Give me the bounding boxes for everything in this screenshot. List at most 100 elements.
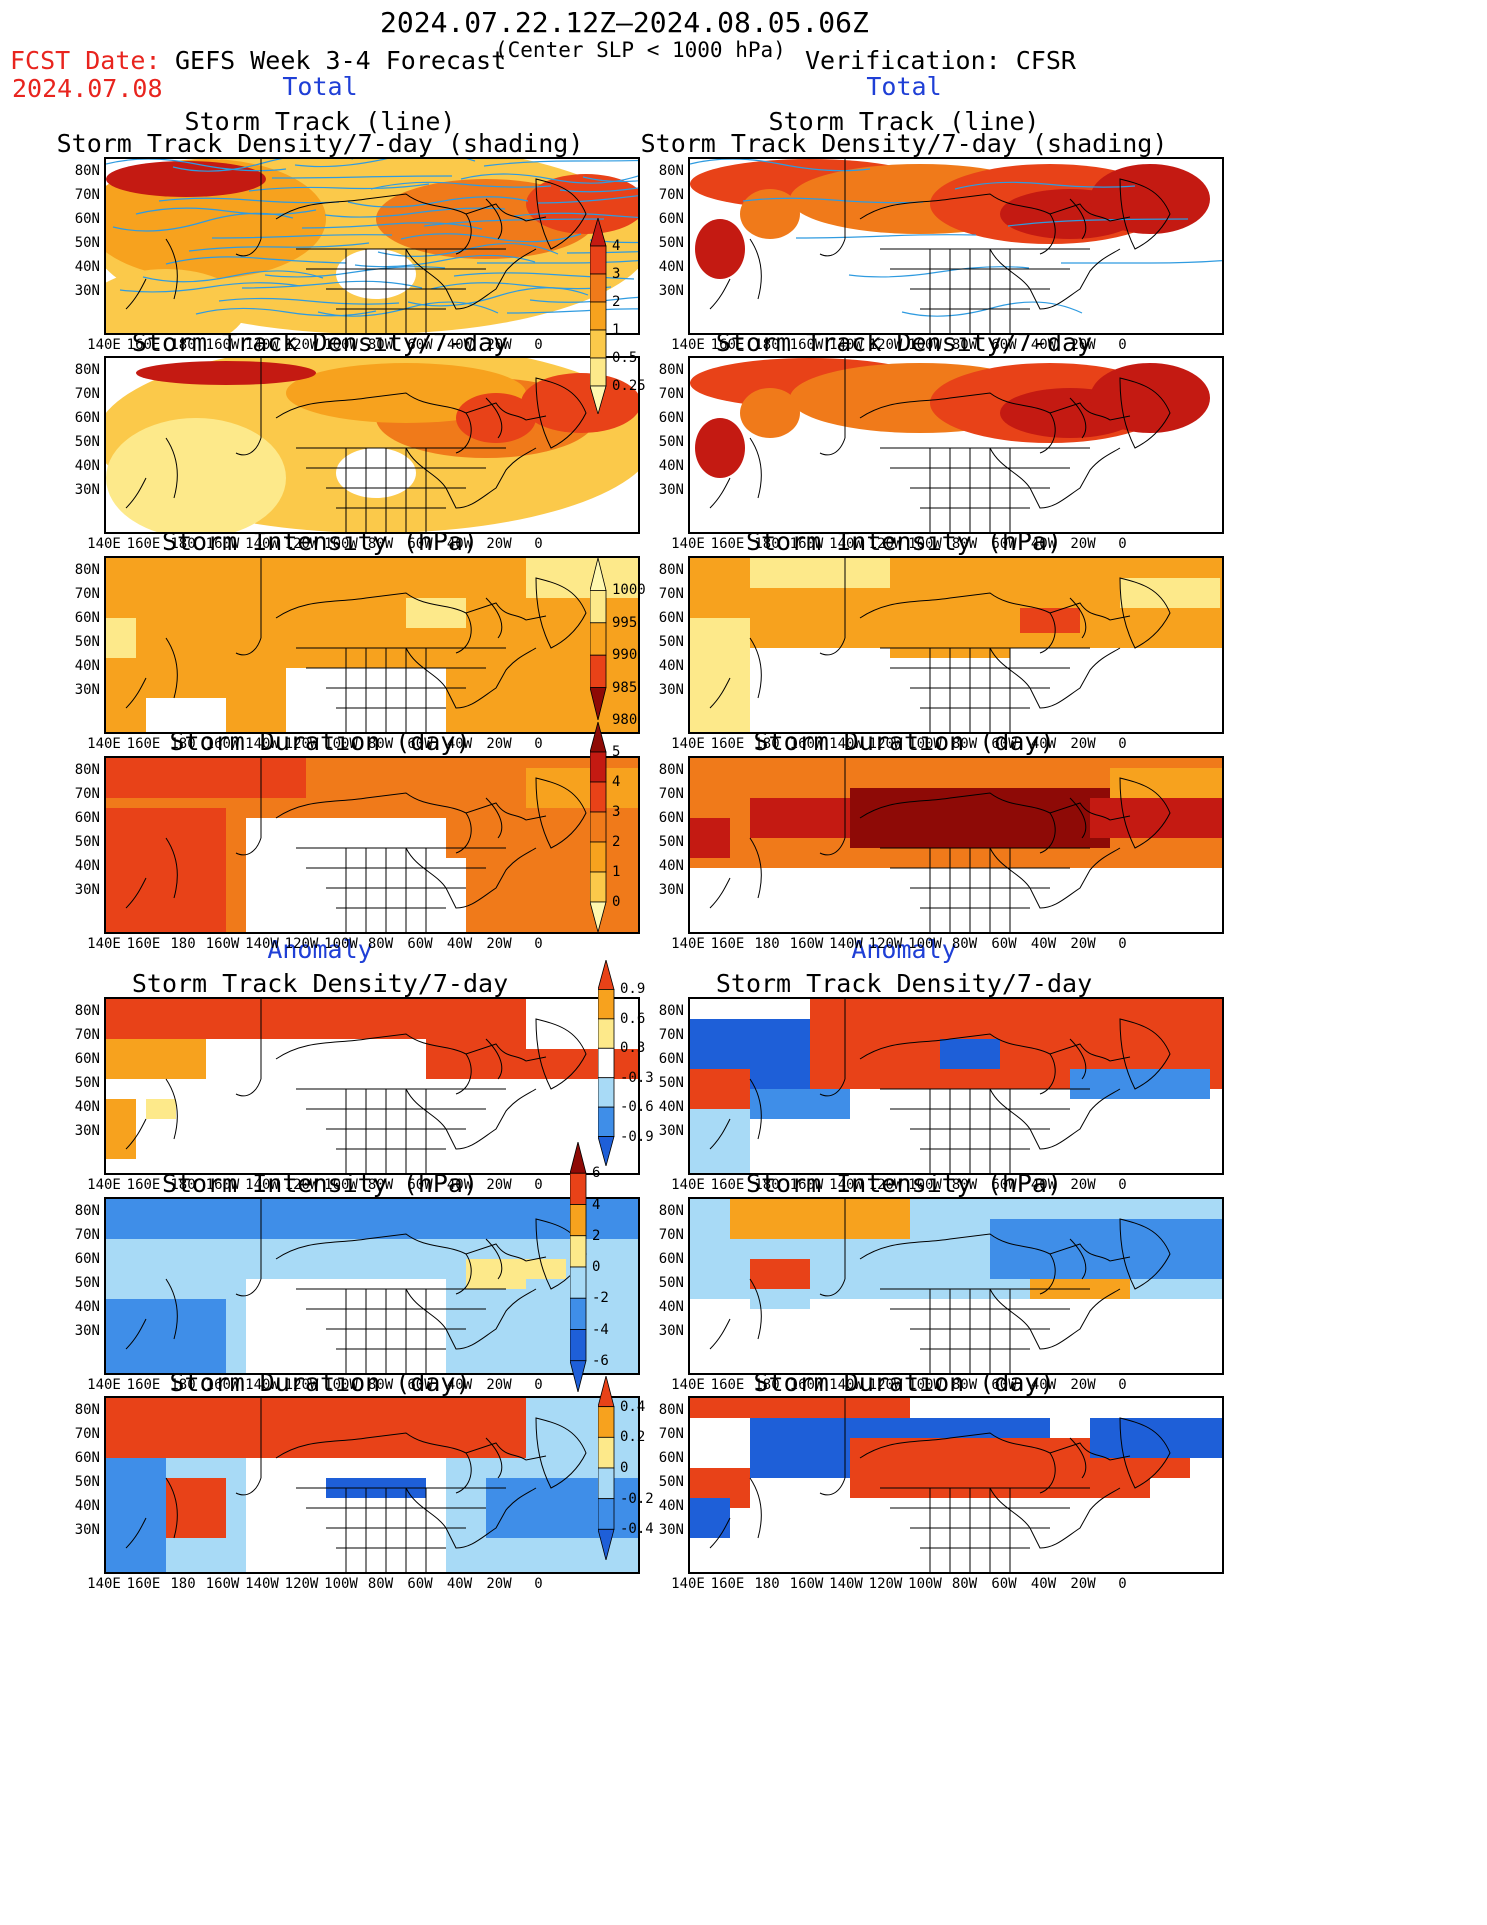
y-tick-label: 50N — [74, 1275, 100, 1291]
section-anomaly-right: Anomaly — [851, 935, 957, 964]
x-tick-label: 60W — [991, 536, 1017, 552]
x-tick-label: 0 — [1118, 536, 1127, 552]
x-tick-label: 160E — [126, 936, 161, 952]
y-tick-label: 60N — [74, 810, 100, 826]
x-tick-label: 40W — [446, 1377, 473, 1393]
map-panel-density-anom-right — [688, 997, 1224, 1175]
x-tick-label: 0 — [534, 1576, 543, 1592]
colorbar-label: -0.3 — [620, 1069, 654, 1086]
y-tick-label: 40N — [74, 458, 100, 474]
panel-title-track-shading-right: Storm Track Density/7-day (shading) — [640, 129, 1168, 158]
x-tick-label: 140E — [671, 337, 705, 353]
y-tick-label: 70N — [74, 1426, 100, 1442]
x-tick-label: 120W — [284, 337, 319, 353]
x-tick-label: 60W — [407, 536, 433, 552]
colorbar-label: 0.4 — [620, 1398, 646, 1415]
x-tick-label: 100W — [324, 1576, 358, 1592]
y-tick-label: 80N — [658, 362, 684, 378]
x-tick-label: 160E — [710, 1177, 745, 1193]
y-tick-label: 30N — [74, 882, 100, 898]
x-tick-label: 60W — [407, 736, 433, 752]
y-tick-label: 50N — [658, 634, 684, 650]
x-tick-label: 20W — [486, 1177, 512, 1193]
x-tick-label: 20W — [486, 1576, 512, 1592]
x-tick-label: 80W — [951, 936, 978, 952]
y-tick-label: 30N — [658, 882, 684, 898]
x-tick-label: 20W — [486, 736, 512, 752]
y-tick-label: 70N — [74, 187, 100, 203]
map-panel-duration-right — [688, 756, 1224, 934]
y-tick-label: 80N — [74, 562, 100, 578]
y-tick-label: 50N — [658, 235, 684, 251]
y-tick-label: 50N — [74, 1075, 100, 1091]
colorbar-label: 4 — [592, 1196, 601, 1213]
x-tick-label: 40W — [1030, 936, 1057, 952]
x-tick-label: 180 — [754, 936, 780, 952]
y-tick-label: 80N — [658, 1003, 684, 1019]
y-tick-label: 30N — [74, 1123, 100, 1139]
x-tick-label: 180 — [754, 1377, 780, 1393]
x-tick-label: 100W — [908, 337, 942, 353]
section-total-left: Total — [282, 72, 358, 101]
x-tick-label: 160W — [205, 1377, 240, 1393]
x-tick-label: 100W — [324, 337, 358, 353]
x-tick-label: 0 — [534, 536, 543, 552]
x-tick-label: 60W — [991, 1177, 1017, 1193]
x-tick-label: 140E — [87, 1377, 121, 1393]
x-tick-label: 80W — [951, 736, 978, 752]
y-tick-label: 30N — [74, 1522, 100, 1538]
x-tick-label: 140E — [87, 736, 121, 752]
x-tick-label: 160W — [789, 936, 824, 952]
x-tick-label: 140W — [829, 936, 863, 952]
colorbar-intensity_anom — [569, 1141, 587, 1396]
x-tick-label: 140W — [829, 1576, 863, 1592]
x-tick-label: 120W — [284, 936, 319, 952]
map-panel-track-right — [688, 157, 1224, 335]
map-panel-duration-anom-right — [688, 1396, 1224, 1574]
y-tick-label: 30N — [658, 1123, 684, 1139]
x-tick-label: 160W — [789, 736, 824, 752]
y-tick-label: 50N — [74, 235, 100, 251]
y-tick-label: 40N — [74, 259, 100, 275]
x-tick-label: 100W — [908, 536, 942, 552]
y-tick-label: 80N — [74, 762, 100, 778]
panel-title-track-line-right: Storm Track (line) — [768, 107, 1040, 136]
x-tick-label: 40W — [446, 337, 473, 353]
x-tick-label: 140W — [829, 536, 863, 552]
x-tick-label: 120W — [284, 1576, 319, 1592]
colorbar-label: -2 — [592, 1290, 609, 1307]
y-tick-label: 60N — [658, 211, 684, 227]
y-tick-label: 80N — [658, 1402, 684, 1418]
x-tick-label: 20W — [1070, 736, 1096, 752]
x-tick-label: 140E — [87, 536, 121, 552]
y-tick-label: 50N — [74, 834, 100, 850]
x-tick-label: 140E — [87, 1576, 121, 1592]
colorbar-label: 990 — [612, 647, 638, 664]
y-tick-label: 30N — [658, 682, 684, 698]
map-panel-intensity-right — [688, 556, 1224, 734]
x-tick-label: 80W — [367, 736, 394, 752]
x-tick-label: 60W — [407, 1576, 433, 1592]
y-tick-label: 70N — [658, 1426, 684, 1442]
x-tick-label: 140W — [245, 1177, 279, 1193]
y-tick-label: 40N — [74, 658, 100, 674]
x-tick-label: 160E — [126, 1177, 161, 1193]
y-tick-label: 70N — [658, 1027, 684, 1043]
section-anomaly-left: Anomaly — [267, 935, 373, 964]
x-tick-label: 120W — [868, 536, 903, 552]
x-tick-label: 160W — [205, 936, 240, 952]
y-tick-label: 80N — [74, 1003, 100, 1019]
y-tick-label: 70N — [74, 586, 100, 602]
y-tick-label: 60N — [658, 410, 684, 426]
y-tick-label: 60N — [658, 1251, 684, 1267]
x-tick-label: 100W — [908, 1576, 942, 1592]
panel-title-density-anom-right: Storm Track Density/7-day — [715, 969, 1093, 998]
x-tick-label: 60W — [991, 736, 1017, 752]
x-tick-label: 0 — [1118, 936, 1127, 952]
x-tick-label: 160E — [126, 1576, 161, 1592]
x-tick-label: 80W — [367, 337, 394, 353]
x-tick-label: 20W — [1070, 337, 1096, 353]
y-tick-label: 40N — [658, 658, 684, 674]
x-tick-label: 80W — [951, 1576, 978, 1592]
y-tick-label: 70N — [658, 187, 684, 203]
